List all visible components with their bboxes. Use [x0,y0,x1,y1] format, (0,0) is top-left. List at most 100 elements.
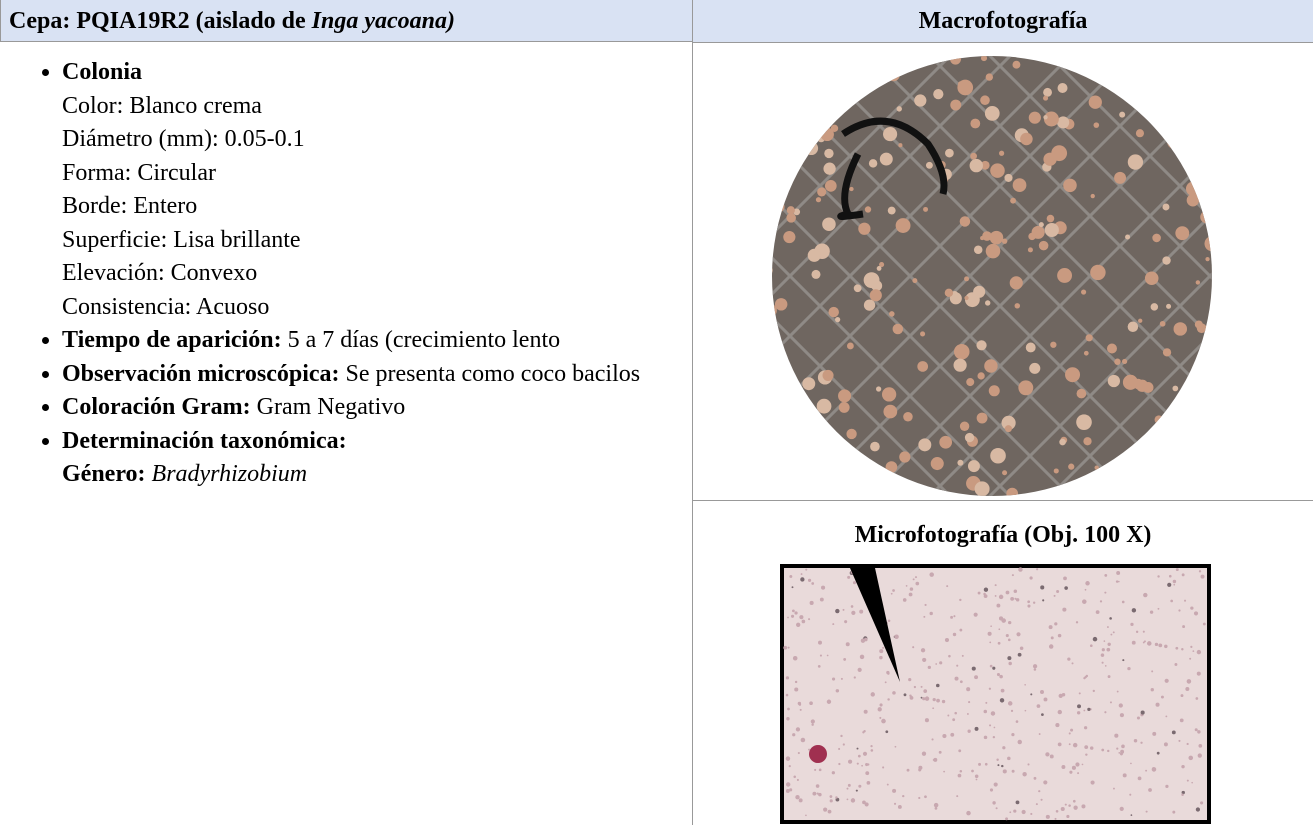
colony [1166,303,1172,309]
speck [1137,776,1142,781]
colony [1068,463,1075,470]
colony [964,432,975,443]
speck [1071,765,1076,770]
speck [808,748,811,751]
speck [1165,715,1168,718]
speck [831,771,835,775]
line: Superficie: Lisa brillante [62,226,301,253]
speck [893,802,897,805]
colony [815,197,822,203]
grid-line [772,56,774,496]
colony [807,248,821,262]
colony [984,359,998,373]
divider [693,500,1313,501]
speck [1168,574,1172,578]
colony [772,160,777,166]
speck [1180,694,1184,698]
colony [1050,341,1057,348]
speck [1189,657,1192,660]
colony [1012,60,1021,69]
speck [1030,693,1033,696]
colony [970,118,981,129]
speck [786,717,790,721]
speck [1069,770,1073,774]
colony [1063,178,1077,193]
colony [772,185,783,198]
speck [1110,633,1113,636]
colony [1083,350,1089,356]
speck [1114,733,1119,738]
speck [954,711,957,715]
speck [850,605,854,608]
speck [1084,745,1089,750]
speck [920,696,923,699]
speck [1185,687,1190,691]
speck [950,615,954,619]
speck [922,657,927,663]
speck [966,713,969,715]
speck [859,654,865,660]
speck [959,680,963,684]
speck [870,692,875,697]
speck [1007,701,1013,706]
grid-line [772,56,1074,496]
colony [1088,95,1102,109]
speck [897,805,902,809]
colony [838,389,852,403]
colony [797,123,803,129]
speck [959,769,963,773]
speck [1024,709,1027,712]
speck [787,707,790,711]
colony [1076,414,1092,430]
speck [859,609,864,614]
speck [1127,666,1131,671]
speck [1181,790,1185,795]
speck [1107,749,1110,753]
colony [1059,56,1064,60]
colony [886,68,900,82]
speck [974,726,979,731]
speck [1150,688,1154,692]
speck [1040,585,1045,590]
colony [823,162,836,175]
speck [1174,662,1178,666]
speck [1154,642,1159,647]
speck [1121,744,1125,749]
colony [870,441,880,452]
colony [957,81,964,87]
speck [1196,671,1201,676]
speck [954,676,959,681]
speck [881,718,886,724]
speck [884,681,887,684]
speck [885,730,889,734]
speck [1119,713,1124,718]
speck [1164,678,1169,683]
colony [959,216,971,227]
speck [894,745,897,748]
grid-line [772,56,1134,496]
speck [1049,754,1054,759]
speck [800,737,806,743]
speck [1063,576,1067,581]
colony [1038,240,1049,251]
colony [1194,95,1205,106]
speck [1160,695,1164,699]
speck [1081,804,1086,809]
grid-line [772,56,954,496]
colony [1043,95,1049,101]
speck [1000,688,1005,693]
speck [1013,589,1018,594]
colony [1144,271,1159,286]
speck [992,666,996,670]
speck [1179,718,1184,723]
colony [1138,318,1143,323]
speck [1029,576,1033,580]
speck [1024,683,1026,686]
speck [787,646,790,649]
speck [1095,610,1100,615]
grid-line [986,56,1212,496]
speck [1140,710,1145,715]
speck [1071,662,1074,665]
line: Elevación: Convexo [62,260,258,286]
